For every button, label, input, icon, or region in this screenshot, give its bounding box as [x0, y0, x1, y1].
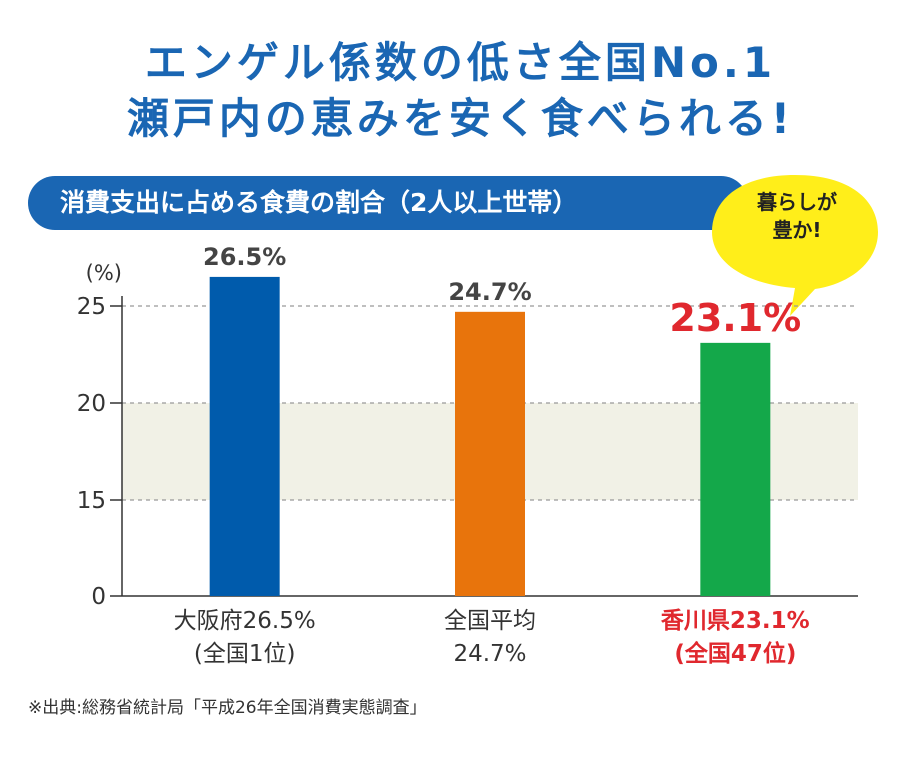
category-label-2-line2: 24.7% [453, 641, 526, 667]
bar-2 [455, 311, 525, 596]
bar-3 [700, 342, 771, 596]
callout-text: 暮らしが 豊か! [712, 188, 882, 244]
bar-value-label-1: 26.5% [203, 243, 286, 271]
callout-line-2: 豊か! [772, 218, 822, 242]
category-label-3-line2: (全国47位) [674, 640, 796, 667]
bar-1 [209, 276, 280, 596]
speech-bubble-shape [712, 175, 878, 316]
y-tick-label-0: 0 [91, 584, 106, 610]
category-label-1-line1: 大阪府26.5% [174, 608, 316, 634]
category-label-3-line1: 香川県23.1% [661, 608, 810, 634]
y-tick-label-20: 20 [77, 391, 106, 417]
bar-chart: (%) 0 15 20 25 26.5% 大阪府26.5% (全国1位) 24.7% 全国平均… [77, 243, 858, 667]
source-note: ※出典:総務省統計局「平成26年全国消費実態調査」 [28, 698, 427, 718]
bar-value-label-2: 24.7% [448, 278, 531, 306]
y-tick-label-25: 25 [77, 294, 106, 320]
category-label-1-line2: (全国1位) [194, 641, 296, 667]
callout-line-1: 暮らしが [757, 190, 837, 214]
speech-bubble [712, 175, 878, 316]
y-tick-label-15: 15 [77, 488, 106, 514]
y-axis-label: (%) [86, 261, 122, 285]
headline-line-2: 瀬戸内の恵みを安く食べられる! [126, 94, 795, 143]
section-title: 消費支出に占める食費の割合（2人以上世帯） [60, 188, 578, 217]
category-label-2-line1: 全国平均 [444, 608, 536, 634]
section-title-banner: 消費支出に占める食費の割合（2人以上世帯） [28, 176, 748, 230]
headline-line-1: エンゲル係数の低さ全国No.1 [144, 38, 777, 87]
bar-value-label-3: 23.1% [669, 296, 801, 340]
